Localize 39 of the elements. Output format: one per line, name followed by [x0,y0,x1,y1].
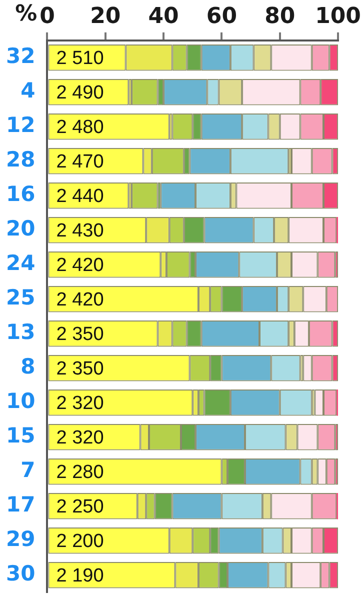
annotation: 2 190 [56,565,104,586]
annotation: 2 250 [56,496,104,518]
y-tick-label: 29 [6,527,36,552]
annotation: 2 490 [56,82,104,104]
annotation: 2 470 [56,151,104,172]
y-tick-label: 25 [6,286,36,310]
x-tick-label: 0 [40,4,55,29]
y-tick-label: 10 [6,389,36,414]
x-tick-label: 20 [90,4,121,29]
annotation: 2 320 [56,392,104,414]
y-tick-label: 24 [6,251,36,276]
annotation: 2 480 [56,116,104,138]
x-tick-label: 100 [315,4,362,29]
y-tick-label: 15 [6,424,36,448]
y-tick-label: 16 [6,182,36,206]
y-tick-label: 7 [20,458,36,482]
y-tick-label: 4 [20,78,36,103]
y-tick-label: 17 [6,492,36,517]
x-axis-title: % [15,2,38,27]
annotation: 2 440 [56,186,104,207]
annotation: 2 280 [56,462,104,483]
annotation: 2 430 [56,220,104,242]
annotation: 2 420 [56,254,104,276]
x-tick-label: 40 [148,4,179,29]
y-tick-label: 13 [6,320,36,344]
x-tick-label: 80 [264,4,296,29]
y-tick-label: 20 [6,216,36,241]
annotation: 2 420 [56,289,104,310]
annotation: 2 200 [56,530,104,552]
annotation: 2 350 [56,324,104,345]
y-tick-label: 12 [6,113,36,138]
y-tick-label: 28 [6,148,36,172]
y-tick-label: 30 [6,562,36,586]
annotation: 2 510 [56,48,104,69]
y-tick-label: 32 [6,44,36,68]
x-tick-label: 60 [206,4,238,29]
annotation: 2 350 [56,358,104,380]
y-tick-label: 8 [20,354,36,379]
annotation: 2 320 [56,427,104,448]
